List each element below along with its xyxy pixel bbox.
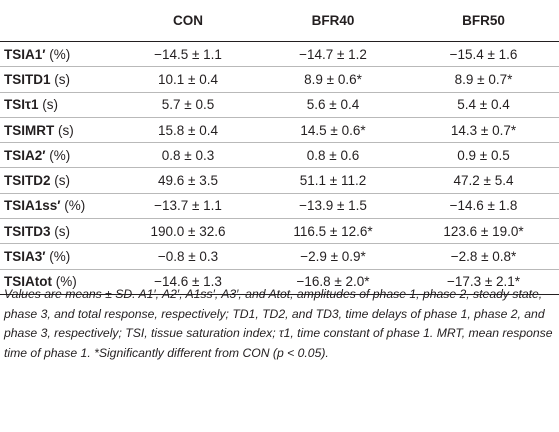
row-label: TSITD3 (s) — [0, 218, 118, 245]
table-footnote: Values are means ± SD. A1′, A2′, A1ss′, … — [4, 287, 553, 360]
cell-bfr40: 0.8 ± 0.6 — [258, 142, 408, 169]
table-row: TSIA2′ (%) 0.8 ± 0.3 0.8 ± 0.6 0.9 ± 0.5 — [0, 142, 559, 169]
cell-bfr40: −14.7 ± 1.2 — [258, 41, 408, 68]
row-label-name: TSIA1′ — [4, 46, 46, 62]
cell-con: −0.8 ± 0.3 — [118, 243, 258, 270]
row-label-unit: (%) — [45, 249, 71, 265]
row-label-unit: (%) — [52, 274, 77, 290]
cell-bfr40: 116.5 ± 12.6* — [258, 218, 408, 245]
row-label-unit: (%) — [60, 198, 86, 214]
table-row: TSIA1ss′ (%) −13.7 ± 1.1 −13.9 ± 1.5 −14.6 … — [0, 193, 559, 220]
cell-con: −14.6 ± 1.3 — [118, 269, 258, 295]
cell-con: 10.1 ± 0.4 — [118, 66, 258, 93]
cell-bfr50: −14.6 ± 1.8 — [408, 193, 559, 220]
row-label: TSIA3′ (%) — [0, 243, 118, 270]
cell-bfr50: −17.3 ± 2.1* — [408, 269, 559, 295]
cell-bfr50: 14.3 ± 0.7* — [408, 117, 559, 144]
header-row: CON BFR40 BFR50 — [0, 0, 559, 42]
cell-con: 5.7 ± 0.5 — [118, 92, 258, 118]
row-label-unit: (s) — [50, 71, 71, 87]
cell-bfr40: −13.9 ± 1.5 — [258, 193, 408, 220]
cell-con: 190.0 ± 32.6 — [118, 218, 258, 245]
row-label: TSIA2′ (%) — [0, 142, 118, 169]
row-label: TSIMRT (s) — [0, 117, 118, 144]
cell-bfr50: 0.9 ± 0.5 — [408, 142, 559, 169]
cell-bfr50: 47.2 ± 5.4 — [408, 167, 559, 194]
table-row: TSITD1 (s) 10.1 ± 0.4 8.9 ± 0.6* 8.9 ± 0.7* — [0, 66, 559, 93]
table-row: TSIMRT (s) 15.8 ± 0.4 14.5 ± 0.6* 14.3 ± 0.… — [0, 117, 559, 144]
cell-con: −13.7 ± 1.1 — [118, 193, 258, 220]
row-label-unit: (s) — [38, 97, 59, 113]
row-label-name: TSIA3′ — [4, 249, 46, 265]
row-label-unit: (s) — [54, 122, 74, 138]
table-row: TSIτ1 (s) 5.7 ± 0.5 5.6 ± 0.4 5.4 ± 0.4 — [0, 92, 559, 118]
header-bfr40: BFR40 — [258, 0, 408, 42]
cell-bfr40: 8.9 ± 0.6* — [258, 66, 408, 93]
cell-con: 15.8 ± 0.4 — [118, 117, 258, 144]
row-label: TSIA1ss′ (%) — [0, 193, 118, 220]
cell-bfr50: 5.4 ± 0.4 — [408, 92, 559, 118]
table-row: TSITD3 (s) 190.0 ± 32.6 116.5 ± 12.6* 123.6… — [0, 218, 559, 245]
row-label-name: TSIA1ss′ — [4, 198, 61, 214]
results-table: CON BFR40 BFR50 TSIA1′ (%) −14.5 ± 1.1 −14… — [0, 0, 559, 295]
row-label-name: TSITD2 — [4, 173, 51, 189]
cell-bfr50: −15.4 ± 1.6 — [408, 41, 559, 68]
cell-bfr40: 51.1 ± 11.2 — [258, 167, 408, 194]
cell-bfr40: −16.8 ± 2.0* — [258, 269, 408, 295]
cell-con: 0.8 ± 0.3 — [118, 142, 258, 169]
row-label: TSITD2 (s) — [0, 167, 118, 194]
table-row: TSIA1′ (%) −14.5 ± 1.1 −14.7 ± 1.2 −15.4 ± … — [0, 41, 559, 68]
data-table-container: CON BFR40 BFR50 TSIA1′ (%) −14.5 ± 1.1 −14… — [0, 0, 559, 295]
row-label-unit: (s) — [50, 223, 71, 239]
header-bfr50: BFR50 — [408, 0, 559, 42]
cell-bfr40: 5.6 ± 0.4 — [258, 92, 408, 118]
header-blank — [0, 0, 118, 42]
row-label-name: TSIAtot — [4, 274, 52, 290]
cell-bfr40: −2.9 ± 0.9* — [258, 243, 408, 270]
row-label: TSIτ1 (s) — [0, 92, 118, 118]
row-label: TSITD1 (s) — [0, 66, 118, 93]
row-label-name: TSITD3 — [4, 223, 51, 239]
row-label-name: TSIMRT — [4, 122, 55, 138]
table-row: TSIA3′ (%) −0.8 ± 0.3 −2.9 ± 0.9* −2.8 ± 0.… — [0, 243, 559, 270]
cell-bfr40: 14.5 ± 0.6* — [258, 117, 408, 144]
cell-con: −14.5 ± 1.1 — [118, 41, 258, 68]
cell-bfr50: 8.9 ± 0.7* — [408, 66, 559, 93]
row-label-name: TSITD1 — [4, 71, 51, 87]
row-label-name: TSIA2′ — [4, 147, 46, 163]
cell-bfr50: −2.8 ± 0.8* — [408, 243, 559, 270]
row-label: TSIAtot (%) — [0, 269, 118, 295]
row-label-unit: (%) — [45, 46, 71, 62]
row-label-name: TSIτ1 — [4, 97, 39, 113]
cell-bfr50: 123.6 ± 19.0* — [408, 218, 559, 245]
table-row: TSIAtot (%) −14.6 ± 1.3 −16.8 ± 2.0* −17.3 … — [0, 269, 559, 295]
table-row: TSITD2 (s) 49.6 ± 3.5 51.1 ± 11.2 47.2 ± 5.… — [0, 167, 559, 194]
row-label: TSIA1′ (%) — [0, 41, 118, 68]
row-label-unit: (%) — [45, 147, 71, 163]
row-label-unit: (s) — [50, 173, 71, 189]
header-con: CON — [118, 0, 258, 42]
cell-con: 49.6 ± 3.5 — [118, 167, 258, 194]
